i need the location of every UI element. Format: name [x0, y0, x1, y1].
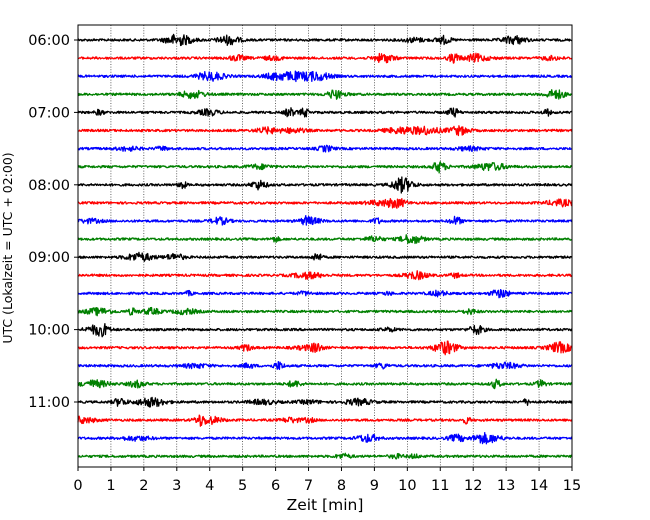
seismogram-traces	[77, 33, 573, 460]
trace-1115	[77, 414, 573, 427]
x-axis-label: Zeit [min]	[287, 496, 364, 514]
trace-1015	[77, 340, 573, 356]
x-axis-ticks: 0 1 2 3 4 5 6 7 8 9 10 11 12 13 14 15	[73, 467, 581, 494]
x-tick-label-0: 0	[73, 478, 82, 494]
x-tick-label-6: 6	[271, 478, 280, 494]
y-tick-label-0: 06:00	[28, 33, 70, 49]
trace-0915	[77, 270, 573, 281]
trace-0900	[77, 251, 573, 262]
trace-0745	[77, 161, 573, 174]
x-tick-label-14: 14	[530, 478, 548, 494]
trace-0615	[77, 52, 573, 64]
trace-1100	[77, 396, 573, 408]
y-axis-ticks: 06:00 07:00 08:00 09:00 10:00 11:00	[28, 33, 78, 411]
x-tick-label-3: 3	[172, 478, 181, 494]
y-tick-label-1: 07:00	[28, 105, 70, 121]
trace-1145	[77, 452, 573, 460]
trace-0630	[77, 70, 573, 83]
x-tick-label-2: 2	[139, 478, 148, 494]
trace-0730	[77, 144, 573, 153]
x-tick-label-15: 15	[563, 478, 581, 494]
x-tick-label-9: 9	[370, 478, 379, 494]
trace-0700	[77, 107, 573, 118]
x-tick-label-4: 4	[205, 478, 214, 494]
x-tick-label-1: 1	[106, 478, 115, 494]
y-tick-label-5: 11:00	[28, 395, 70, 411]
trace-0845	[77, 234, 573, 245]
plot-frame	[77, 24, 573, 468]
trace-1130	[77, 431, 573, 445]
x-tick-label-13: 13	[497, 478, 515, 494]
trace-0645	[77, 89, 573, 100]
x-tick-label-8: 8	[337, 478, 346, 494]
trace-0800	[77, 176, 573, 194]
x-tick-label-7: 7	[304, 478, 313, 494]
trace-0945	[77, 306, 573, 317]
trace-1045	[77, 378, 573, 390]
trace-0600	[77, 33, 573, 47]
x-tick-label-12: 12	[464, 478, 482, 494]
x-tick-label-11: 11	[431, 478, 449, 494]
x-tick-label-10: 10	[398, 478, 416, 494]
y-axis-label: UTC (Lokalzeit = UTC + 02:00)	[0, 152, 15, 343]
trace-0815	[77, 197, 573, 209]
trace-0715	[77, 125, 573, 137]
x-tick-label-5: 5	[238, 478, 247, 494]
y-tick-label-2: 08:00	[28, 178, 70, 194]
y-tick-label-4: 10:00	[28, 323, 70, 339]
trace-0830	[77, 215, 573, 226]
trace-0930	[77, 288, 573, 299]
trace-1030	[77, 360, 573, 371]
grid-lines	[110, 25, 540, 467]
trace-1000	[77, 323, 573, 338]
y-tick-label-3: 09:00	[28, 250, 70, 266]
